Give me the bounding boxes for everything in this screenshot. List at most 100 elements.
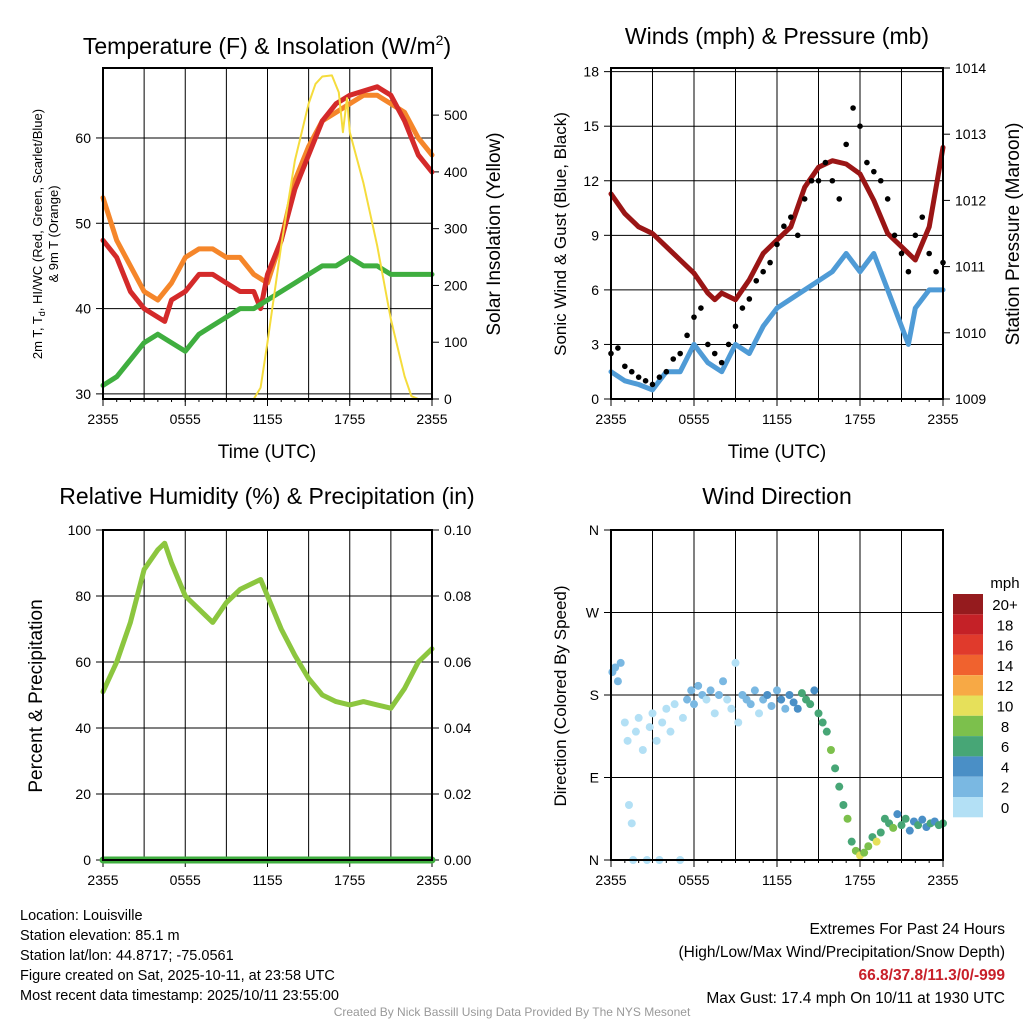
x-tick-label: 2355 xyxy=(87,872,118,888)
direction-point xyxy=(624,801,633,809)
gust-point xyxy=(760,268,766,275)
gust-point xyxy=(877,177,884,184)
direction-point xyxy=(901,814,910,823)
gust-point xyxy=(933,268,939,275)
panel-1 xyxy=(604,67,950,406)
direction-point xyxy=(683,695,692,704)
created-text: Figure created on Sat, 2025-10-11, at 23… xyxy=(20,968,335,984)
wind-xlabel: Time (UTC) xyxy=(728,442,827,463)
plot-frame xyxy=(102,529,433,861)
wind-ylabel: Sonic Wind & Gust (Blue, Black) xyxy=(551,112,570,356)
gust-point xyxy=(815,177,822,184)
direction-point xyxy=(611,663,620,672)
direction-point xyxy=(620,718,629,727)
legend-swatch xyxy=(953,634,983,655)
gust-point xyxy=(628,368,635,375)
direction-point xyxy=(781,704,790,713)
gust-point xyxy=(912,232,919,239)
legend-label: 6 xyxy=(1001,739,1009,756)
legend-label: 20+ xyxy=(992,597,1018,614)
x-tick-label: 0555 xyxy=(170,411,201,427)
direction-point xyxy=(793,704,802,713)
legend-swatch xyxy=(953,614,983,635)
y-tick-label: 60 xyxy=(75,130,91,146)
x-tick-label: 1155 xyxy=(252,411,282,427)
direction-point xyxy=(876,828,885,837)
gust-point xyxy=(836,196,843,202)
y-tick-label: 50 xyxy=(75,215,91,231)
direction-point xyxy=(690,700,698,709)
gust-point xyxy=(677,350,683,357)
legend-label: 14 xyxy=(997,658,1014,675)
recent-data-text: Most recent data timestamp: 2025/10/11 2… xyxy=(20,988,339,1004)
gust-point xyxy=(884,196,891,202)
gust-point xyxy=(642,378,649,384)
x-tick-label: 0555 xyxy=(678,872,709,888)
direction-point xyxy=(627,819,636,828)
gust-point xyxy=(774,241,780,248)
direction-point xyxy=(826,746,835,754)
direction-point xyxy=(662,704,671,713)
direction-point xyxy=(710,709,719,718)
legend-swatch xyxy=(953,715,983,737)
direction-point xyxy=(918,815,927,824)
extremes-box: Extremes For Past 24 Hours (High/Low/Max… xyxy=(679,918,1006,1010)
direction-point xyxy=(839,801,848,809)
gust-point xyxy=(801,196,808,202)
temp-y2label: Solar Insolation (Yellow) xyxy=(484,132,505,335)
direction-point xyxy=(723,695,732,704)
temp-panel-title: Temperature (F) & Insolation (W/m2) xyxy=(83,32,451,59)
x-tick-label: 1155 xyxy=(762,872,792,888)
legend-label: 18 xyxy=(997,617,1014,634)
legend-label: 0 xyxy=(1001,800,1009,817)
gust-point xyxy=(857,123,863,129)
panel-0 xyxy=(96,67,439,406)
direction-point xyxy=(810,686,819,695)
y-tick-label: 20 xyxy=(75,786,91,802)
gust-point xyxy=(808,177,815,184)
y2-tick-label: 200 xyxy=(444,277,468,293)
direction-point xyxy=(914,821,923,830)
gust-point xyxy=(635,374,642,380)
direction-point xyxy=(822,727,831,736)
gust-point xyxy=(753,277,760,284)
direction-point xyxy=(719,677,728,686)
plot-frame xyxy=(610,529,944,861)
x-tick-label: 1155 xyxy=(762,411,792,427)
direction-point xyxy=(634,713,643,722)
y-tick-label: 40 xyxy=(75,720,91,736)
elevation-text: Station elevation: 85.1 m xyxy=(20,928,180,944)
y-tick-label: 9 xyxy=(591,227,599,243)
x-tick-label: 1755 xyxy=(844,872,875,888)
direction-point xyxy=(831,764,840,773)
direction-point xyxy=(658,718,667,727)
direction-point xyxy=(789,698,798,707)
y-tick-label: N xyxy=(589,522,599,538)
direction-point xyxy=(694,681,703,690)
direction-point xyxy=(638,746,647,754)
legend-label: 10 xyxy=(997,699,1014,716)
max-gust-text: Max Gust: 17.4 mph On 10/11 at 1930 UTC xyxy=(706,990,1005,1007)
direction-point xyxy=(678,713,687,722)
direction-point xyxy=(806,700,815,709)
direction-point xyxy=(755,709,764,718)
direction-point xyxy=(714,691,723,699)
direction-panel-title: Wind Direction xyxy=(702,483,852,509)
direction-point xyxy=(613,677,622,686)
legend-swatch xyxy=(953,594,983,615)
gust-point xyxy=(871,168,877,175)
gust-point xyxy=(663,368,670,375)
gust-point xyxy=(829,177,836,184)
direction-point xyxy=(897,821,906,830)
y2-tick-label: 0.10 xyxy=(444,522,471,538)
x-tick-label: 2355 xyxy=(927,872,958,888)
y-tick-label: 30 xyxy=(75,386,91,402)
x-tick-label: 2355 xyxy=(595,872,626,888)
y2-tick-label: 1010 xyxy=(955,325,986,341)
y2-tick-label: 0.08 xyxy=(444,588,471,604)
direction-point xyxy=(727,704,736,713)
y-tick-label: 40 xyxy=(75,301,91,317)
gust-point xyxy=(691,314,697,320)
gust-point xyxy=(698,305,704,311)
